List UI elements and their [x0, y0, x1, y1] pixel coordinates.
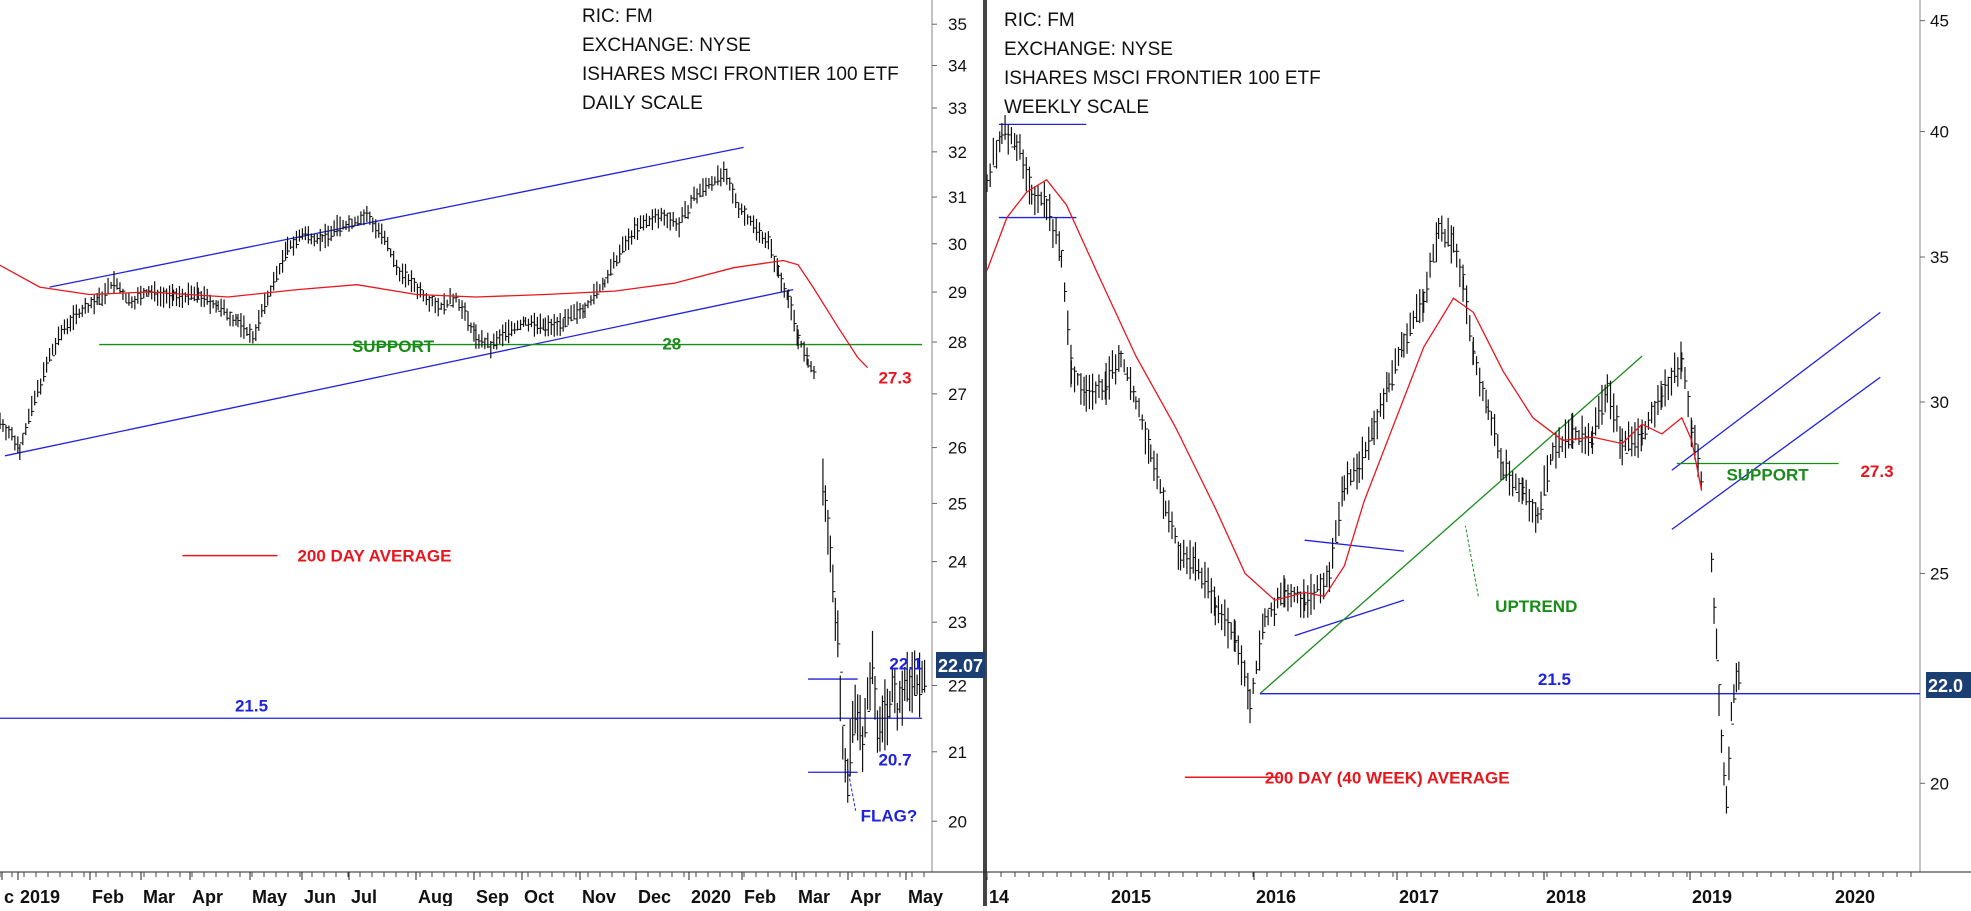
left-xtick-label: 2020 [691, 887, 731, 906]
right-annotation-label: UPTREND [1495, 597, 1577, 616]
right-annotation-label: 27.3 [1860, 462, 1893, 481]
left-xtick-label: Sep [476, 887, 509, 906]
left-title-line-4: DAILY SCALE [582, 93, 703, 114]
right-xtick-label: 2016 [1256, 887, 1296, 906]
left-annotation-label: 200 DAY AVERAGE [297, 547, 451, 566]
right-trendline [1304, 539, 1404, 552]
left-ytick-label: 31 [948, 188, 967, 207]
right-xtick-label: 2017 [1399, 887, 1439, 906]
left-annotation-label: 22.1 [889, 654, 922, 673]
left-xtick-label: 2019 [20, 887, 60, 906]
left-ytick-label: 33 [948, 99, 967, 118]
left-ytick-label: 34 [948, 56, 967, 75]
right-trendline [1294, 599, 1405, 637]
right-title-line-3: ISHARES MSCI FRONTIER 100 ETF [1004, 68, 1321, 89]
left-plot-area [0, 0, 932, 872]
left-ytick-label: 30 [948, 235, 967, 254]
right-ytick-label: 25 [1930, 564, 1949, 583]
left-ytick-label: 35 [948, 15, 967, 34]
right-xtick-label: 2018 [1546, 887, 1586, 906]
right-ytick-label: 35 [1930, 248, 1949, 267]
left-xtick-label: Feb [92, 887, 124, 906]
right-annotation-label: SUPPORT [1726, 465, 1809, 484]
right-xtick-label: 2019 [1692, 887, 1732, 906]
left-annotation-label: 27.3 [878, 368, 911, 387]
left-annotation-label: FLAG? [861, 806, 918, 825]
left-last-price-badge: 22.07 [936, 652, 985, 678]
right-xtick-label: 2015 [1111, 887, 1151, 906]
left-annotation-label: SUPPORT [352, 337, 435, 356]
left-ytick-label: 22 [948, 677, 967, 696]
svg-text:22.07: 22.07 [938, 656, 983, 676]
left-chart: 20 21 22 23 24 25 26 27 28 29 30 31 32 33 34 35 c 2019 Feb… [0, 15, 967, 907]
left-annotation-label: 21.5 [235, 697, 268, 716]
panel-divider [983, 0, 987, 906]
left-xtick-label: Dec [638, 887, 671, 906]
left-title-line-1: RIC: FM [582, 6, 653, 27]
left-xtick-label: c [4, 887, 14, 906]
left-xtick-label: Mar [798, 887, 830, 906]
right-last-price-badge: 22.0 [1926, 672, 1971, 698]
right-trendline [1671, 376, 1881, 530]
left-ytick-label: 28 [948, 333, 967, 352]
left-ytick-label: 20 [948, 812, 967, 831]
right-ytick-label: 20 [1930, 774, 1949, 793]
right-annotation-label: 21.5 [1538, 670, 1571, 689]
right-ytick-label: 40 [1930, 122, 1949, 141]
left-xtick-label: Aug [418, 887, 453, 906]
left-title-line-3: ISHARES MSCI FRONTIER 100 ETF [582, 64, 899, 85]
left-xtick-label: Mar [143, 887, 175, 906]
left-moving-average-line [0, 259, 869, 369]
svg-text:22.0: 22.0 [1928, 676, 1963, 696]
right-trendline [1259, 355, 1643, 695]
right-moving-average-line [986, 178, 1703, 601]
left-ytick-label: 23 [948, 613, 967, 632]
left-trendline [4, 288, 794, 457]
left-title-line-2: EXCHANGE: NYSE [582, 35, 751, 56]
right-title-line-1: RIC: FM [1004, 10, 1075, 31]
left-ytick-label: 26 [948, 439, 967, 458]
left-ytick-label: 29 [948, 283, 967, 302]
right-annotation-label: 200 DAY (40 WEEK) AVERAGE [1265, 768, 1510, 787]
left-xtick-label: Apr [850, 887, 881, 906]
right-uptrend-pointer [1464, 525, 1479, 597]
left-ytick-label: 32 [948, 143, 967, 162]
left-annotation-label: 28 [662, 335, 681, 354]
left-ytick-label: 27 [948, 385, 967, 404]
left-xtick-label: Oct [524, 887, 554, 906]
left-annotation-label: 20.7 [878, 750, 911, 769]
left-flag-pointer [847, 768, 857, 811]
left-xtick-label: Jun [304, 887, 336, 906]
left-xtick-label: Nov [582, 887, 616, 906]
right-trendline [1671, 311, 1881, 471]
left-ytick-label: 25 [948, 494, 967, 513]
right-ytick-label: 45 [1930, 12, 1949, 31]
left-xtick-label: Feb [744, 887, 776, 906]
left-yaxis-area [932, 0, 985, 872]
left-ytick-label: 24 [948, 553, 967, 572]
left-ytick-label: 21 [948, 743, 967, 762]
left-xtick-label: May [908, 887, 943, 906]
right-chart: 20 25 30 35 40 45 14 2015 2016 2017 2018 2019 2020 UP… [986, 12, 1949, 907]
left-title-block: RIC: FM EXCHANGE: NYSE ISHARES MSCI FRON… [582, 6, 899, 114]
right-title-line-2: EXCHANGE: NYSE [1004, 39, 1173, 60]
right-plot-area [987, 0, 1920, 872]
right-xtick-label: 2020 [1835, 887, 1875, 906]
right-ytick-label: 30 [1930, 393, 1949, 412]
left-xtick-label: Apr [192, 887, 223, 906]
right-xtick-label: 14 [989, 887, 1009, 906]
left-trendline [49, 146, 744, 288]
left-xtick-label: May [252, 887, 287, 906]
left-xtick-label: Jul [351, 887, 377, 906]
right-title-block: RIC: FM EXCHANGE: NYSE ISHARES MSCI FRON… [1004, 10, 1321, 118]
right-title-line-4: WEEKLY SCALE [1004, 97, 1149, 118]
